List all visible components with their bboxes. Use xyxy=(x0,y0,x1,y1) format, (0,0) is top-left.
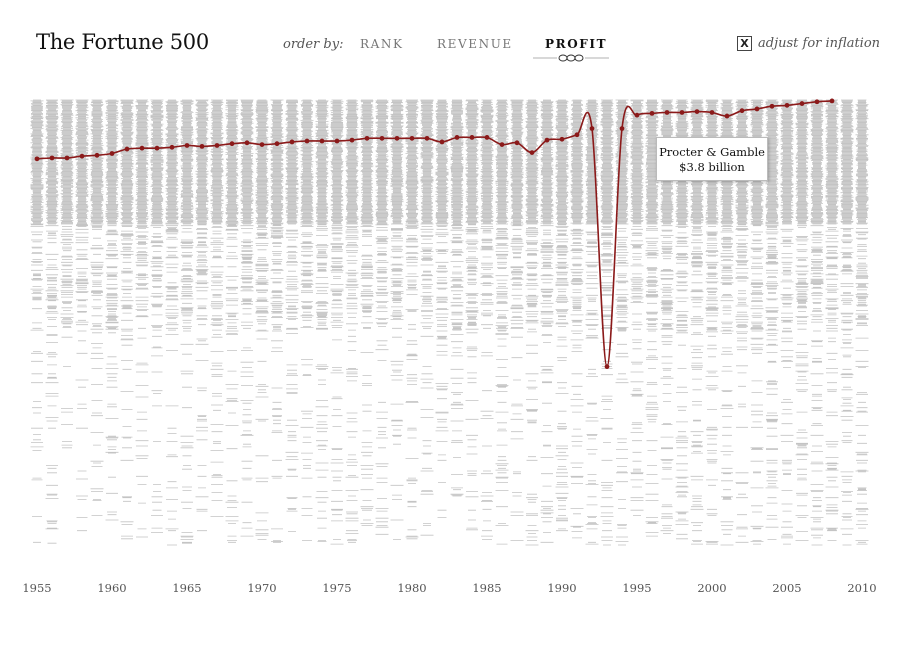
data-point-1992[interactable] xyxy=(589,126,595,131)
data-point-1969[interactable] xyxy=(244,140,250,146)
tooltip-company: Procter & Gamble xyxy=(659,145,765,159)
sort-rank-button[interactable]: RANK xyxy=(360,37,404,51)
data-point-2002[interactable] xyxy=(739,108,745,114)
data-point-1962[interactable] xyxy=(139,145,145,151)
x-tick-label: 2005 xyxy=(772,581,801,595)
data-point-2000[interactable] xyxy=(709,110,715,115)
data-point-1967[interactable] xyxy=(214,143,220,148)
data-point-1955[interactable] xyxy=(34,156,40,162)
inflation-toggle[interactable]: X adjust for inflation xyxy=(737,36,880,51)
company-bar-ticks xyxy=(30,99,869,546)
data-point-1996[interactable] xyxy=(649,110,655,116)
data-point-1966[interactable] xyxy=(199,143,205,149)
data-point-1993[interactable] xyxy=(604,364,610,370)
sort-revenue-button[interactable]: REVENUE xyxy=(437,37,513,51)
x-tick-label: 1990 xyxy=(547,581,576,595)
x-tick-label: 1995 xyxy=(622,581,651,595)
data-point-1974[interactable] xyxy=(319,138,325,144)
data-point-1958[interactable] xyxy=(79,153,85,159)
data-point-1982[interactable] xyxy=(439,139,445,145)
data-point-1957[interactable] xyxy=(64,155,70,161)
x-tick-label: 1970 xyxy=(247,581,276,595)
data-point-1985[interactable] xyxy=(484,135,490,140)
x-tick-label: 1960 xyxy=(97,581,126,595)
data-point-1977[interactable] xyxy=(364,135,370,141)
active-sort-ornament-icon xyxy=(533,54,609,62)
data-point-1991[interactable] xyxy=(574,132,580,138)
x-tick-label: 1965 xyxy=(172,581,201,595)
data-point-1989[interactable] xyxy=(544,137,550,143)
data-point-1959[interactable] xyxy=(94,152,100,158)
data-point-1973[interactable] xyxy=(304,138,310,144)
inflation-checkbox[interactable]: X xyxy=(737,36,752,51)
inflation-label: adjust for inflation xyxy=(758,36,881,51)
order-by-label: order by: xyxy=(283,37,344,52)
data-point-1975[interactable] xyxy=(334,138,340,144)
data-point-1971[interactable] xyxy=(274,141,280,147)
data-point-1972[interactable] xyxy=(289,139,295,145)
data-point-1968[interactable] xyxy=(229,141,235,147)
data-point-2008[interactable] xyxy=(829,98,835,104)
tooltip: Procter & Gamble $3.8 billion xyxy=(656,137,768,181)
data-point-2006[interactable] xyxy=(799,101,805,106)
series-points xyxy=(34,98,835,370)
data-point-1979[interactable] xyxy=(394,135,400,141)
x-tick-label: 1975 xyxy=(322,581,351,595)
data-point-1987[interactable] xyxy=(514,140,520,146)
data-point-1990[interactable] xyxy=(559,136,565,142)
x-axis: 1955 1960 1965 1970 1975 1980 1985 1990 1995 2000… xyxy=(22,581,876,595)
data-point-1998[interactable] xyxy=(679,110,685,115)
data-point-2004[interactable] xyxy=(769,103,775,109)
data-point-1997[interactable] xyxy=(664,110,670,115)
data-point-1983[interactable] xyxy=(454,135,460,140)
data-point-2003[interactable] xyxy=(754,106,760,112)
data-point-1994[interactable] xyxy=(619,126,625,131)
company-rank-bars xyxy=(30,99,869,546)
x-tick-label: 2000 xyxy=(697,581,726,595)
data-point-1963[interactable] xyxy=(154,145,160,151)
data-point-1976[interactable] xyxy=(349,137,355,143)
data-point-1970[interactable] xyxy=(259,142,265,147)
data-point-1964[interactable] xyxy=(169,144,175,150)
data-point-2005[interactable] xyxy=(784,102,790,108)
data-point-1999[interactable] xyxy=(694,109,700,114)
sort-profit-button[interactable]: PROFIT xyxy=(545,37,608,51)
data-point-1965[interactable] xyxy=(184,143,190,148)
data-point-1960[interactable] xyxy=(109,151,115,156)
x-tick-label: 2010 xyxy=(847,581,876,595)
data-point-1981[interactable] xyxy=(424,135,430,141)
data-point-1988[interactable] xyxy=(529,150,535,156)
x-tick-label: 1955 xyxy=(22,581,51,595)
data-point-1961[interactable] xyxy=(124,146,130,152)
tooltip-value: $3.8 billion xyxy=(679,160,745,174)
data-point-2007[interactable] xyxy=(814,99,820,105)
page-title: The Fortune 500 xyxy=(36,30,209,54)
data-point-1984[interactable] xyxy=(469,135,475,140)
data-point-1980[interactable] xyxy=(409,135,415,141)
data-point-1995[interactable] xyxy=(634,112,640,118)
data-point-1986[interactable] xyxy=(499,142,505,147)
data-point-2001[interactable] xyxy=(724,113,730,119)
x-tick-label: 1980 xyxy=(397,581,426,595)
data-point-1956[interactable] xyxy=(49,155,55,161)
data-point-1978[interactable] xyxy=(379,135,385,141)
x-tick-label: 1985 xyxy=(472,581,501,595)
